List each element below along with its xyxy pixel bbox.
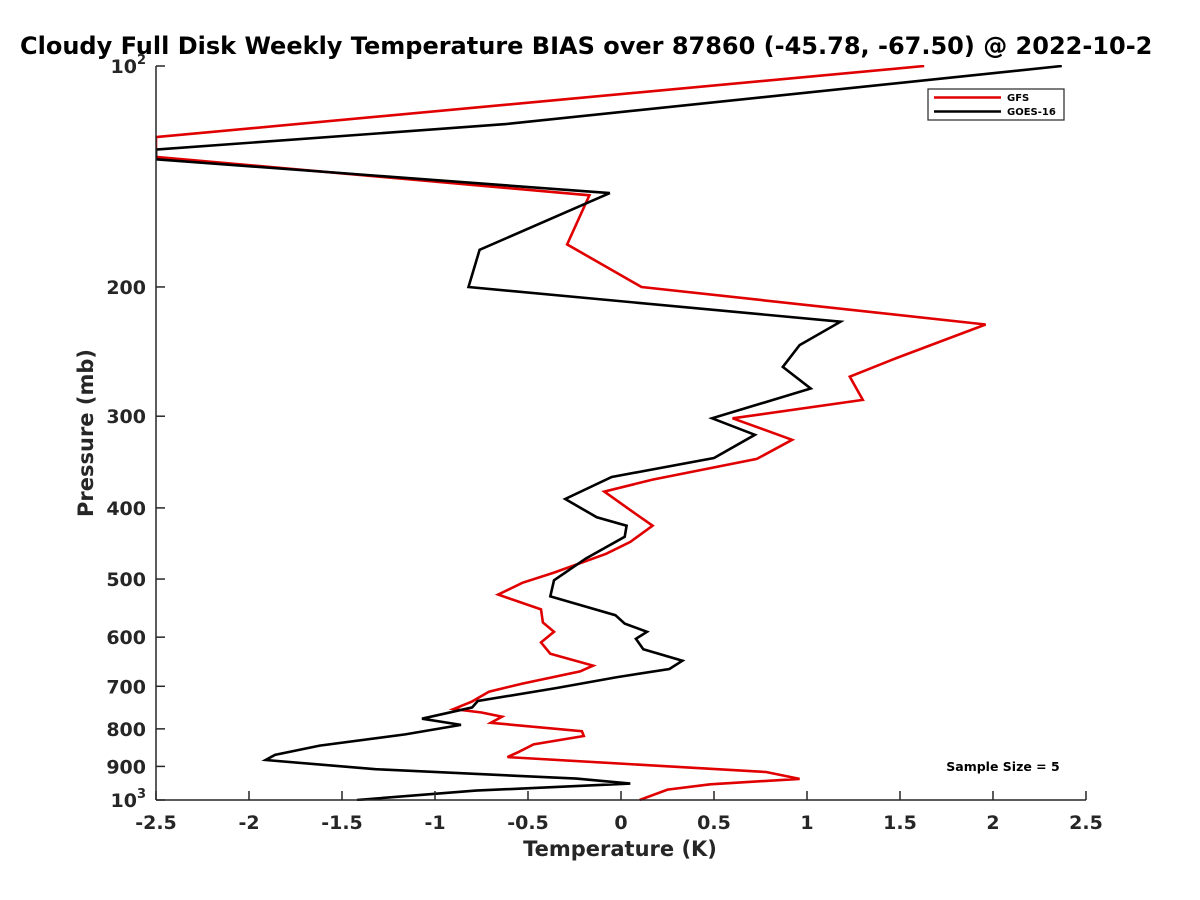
x-tick-label: -0.5	[507, 812, 549, 834]
y-tick-label: 900	[106, 756, 146, 778]
x-tick-label: -2	[238, 812, 259, 834]
chart-title: Cloudy Full Disk Weekly Temperature BIAS…	[20, 32, 1152, 60]
series-lines	[156, 65, 1062, 801]
x-tick-label: -1.5	[321, 812, 363, 834]
y-tick-label: 700	[106, 676, 146, 698]
plot-area	[156, 65, 1062, 801]
x-tick-label: -1	[424, 812, 445, 834]
x-tick-label: 1	[800, 812, 813, 834]
legend-box	[927, 88, 1065, 121]
sample-size-annotation: Sample Size = 5	[946, 759, 1059, 774]
axes: -2.5 -2 -1.5 -1 -0.5 0 0.5 1 1.5 2 2.5 102 200 300 400…	[106, 53, 1103, 834]
y-tick-label: 200	[106, 277, 146, 299]
legend-label: GOES-16	[1007, 107, 1056, 118]
y-tick-label: 800	[106, 719, 146, 741]
x-tick-label: 0	[614, 812, 627, 834]
x-tick-label: 2.5	[1069, 812, 1103, 834]
x-tick-label: 1.5	[883, 812, 917, 834]
x-tick-label: 2	[986, 812, 999, 834]
y-tick-label: 103	[111, 787, 147, 812]
x-tick-label: 0.5	[697, 812, 731, 834]
legend: GFS GOES-16	[927, 88, 1065, 121]
series-line-gfs	[156, 65, 987, 801]
y-tick-label: 600	[106, 627, 146, 649]
y-tick-label: 300	[106, 406, 146, 428]
y-tick-label: 500	[106, 569, 146, 591]
x-tick-label: -2.5	[135, 812, 177, 834]
y-tick-label: 102	[111, 53, 147, 78]
y-axis-label: Pressure (mb)	[74, 349, 98, 517]
legend-label: GFS	[1007, 93, 1029, 104]
x-axis-label: Temperature (K)	[523, 837, 717, 861]
y-tick-label: 400	[106, 498, 146, 520]
series-line-goes-16	[156, 65, 1062, 801]
